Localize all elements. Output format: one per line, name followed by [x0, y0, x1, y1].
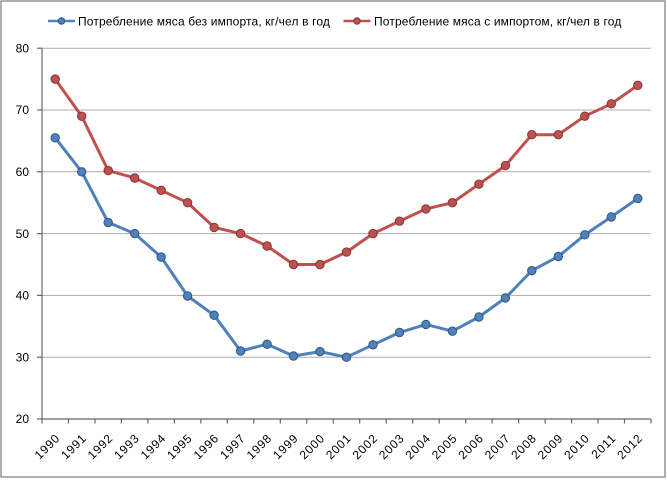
- svg-text:50: 50: [16, 227, 30, 241]
- svg-text:Потребление мяса с импортом, к: Потребление мяса с импортом, кг/чел в го…: [374, 14, 621, 28]
- svg-text:40: 40: [16, 289, 30, 303]
- svg-text:80: 80: [16, 41, 30, 55]
- svg-text:70: 70: [16, 103, 30, 117]
- svg-text:Потребление мяса без импорта,: Потребление мяса без импорта, кг/чел в г…: [78, 14, 330, 28]
- svg-text:20: 20: [16, 412, 30, 426]
- svg-text:30: 30: [16, 350, 30, 364]
- svg-text:60: 60: [16, 165, 30, 179]
